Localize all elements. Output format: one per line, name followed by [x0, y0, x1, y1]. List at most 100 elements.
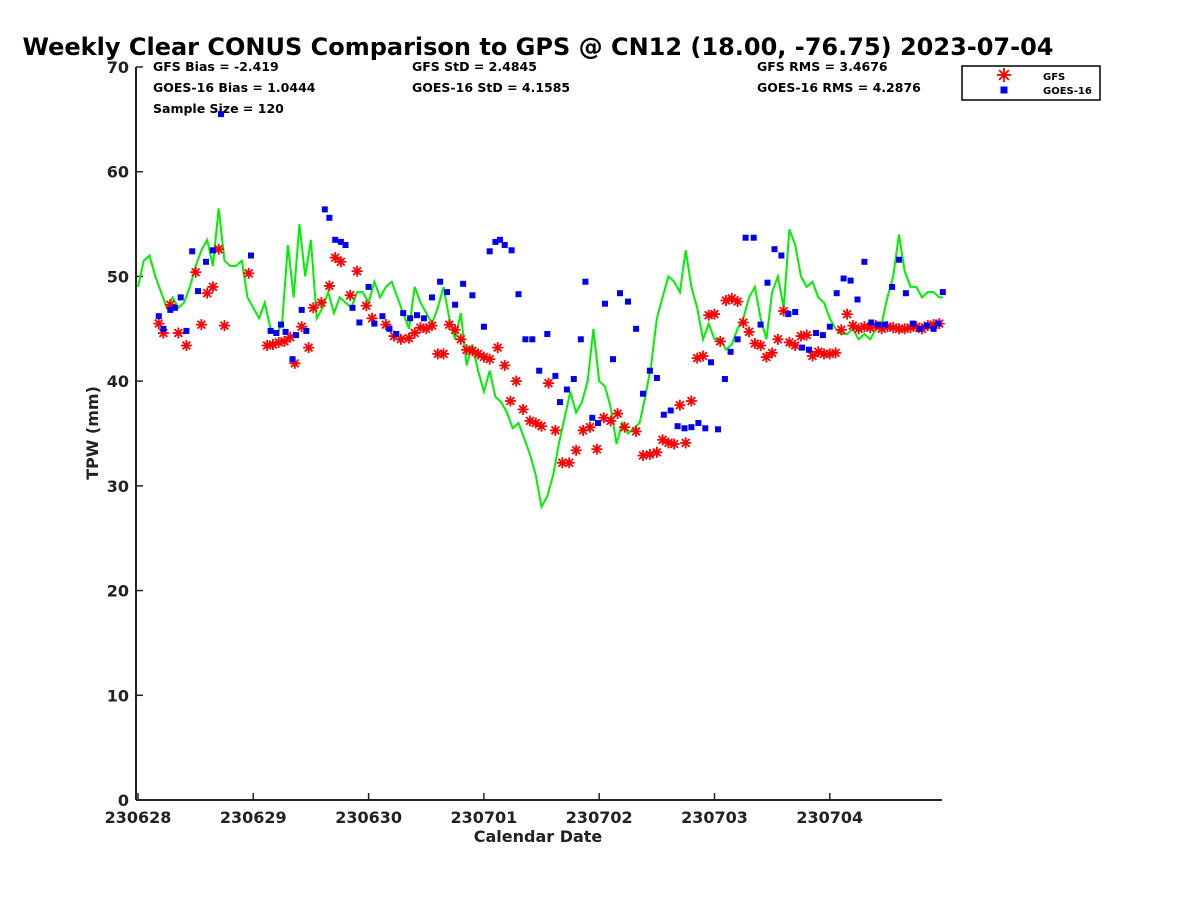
- x-tick-label: 230630: [335, 808, 402, 827]
- goes-point: [930, 325, 937, 332]
- stats-panel: GFS Bias = -2.419 GOES-16 Bias = 1.0444 …: [153, 59, 921, 116]
- gfs-point: [315, 297, 327, 309]
- goes-point: [660, 411, 667, 418]
- sample-size-stat: Sample Size = 120: [153, 101, 284, 116]
- gfs-point: [772, 333, 784, 345]
- gfs-point: [835, 324, 847, 336]
- goes-point: [896, 256, 902, 263]
- goes-point: [332, 236, 339, 243]
- goes-point: [727, 348, 734, 355]
- goes-point: [460, 280, 467, 287]
- gfs-point: [714, 335, 726, 347]
- gfs-point: [795, 330, 807, 342]
- goes-point: [826, 323, 833, 330]
- goes-point: [177, 294, 184, 301]
- goes-point: [267, 327, 274, 334]
- gfs-point: [766, 347, 778, 359]
- goes-point: [303, 327, 310, 334]
- gfs-point: [455, 333, 467, 345]
- goes-point: [602, 300, 608, 307]
- goes-point: [557, 399, 563, 406]
- goes-point: [218, 111, 224, 118]
- goes-point: [429, 294, 435, 301]
- gfs-point: [543, 377, 554, 389]
- goes-std-stat: GOES-16 StD = 4.1585: [412, 80, 570, 95]
- goes-point: [909, 320, 916, 327]
- goes-point: [407, 315, 414, 322]
- gfs-point: [195, 319, 207, 331]
- goes-point: [522, 336, 529, 343]
- x-axis-label: Calendar Date: [474, 827, 603, 846]
- goes-point: [480, 323, 487, 330]
- goes-point: [469, 292, 476, 299]
- y-tick-label: 70: [107, 58, 129, 77]
- goes-point: [444, 289, 450, 296]
- goes-point: [935, 320, 942, 327]
- gfs-point: [668, 438, 680, 450]
- y-axis-label: TPW (mm): [83, 386, 102, 480]
- gfs-point: [351, 265, 363, 277]
- goes-point: [625, 298, 631, 305]
- x-tick-label: 230702: [566, 808, 633, 827]
- goes-point: [393, 331, 400, 337]
- gfs-point: [563, 457, 575, 469]
- gfs-point: [278, 335, 290, 347]
- x-tick-label: 230704: [796, 808, 863, 827]
- goes-point: [293, 332, 299, 339]
- gfs-point: [219, 320, 230, 332]
- goes-point: [833, 290, 840, 297]
- gfs-point: [449, 324, 461, 336]
- gfs-point: [651, 446, 663, 458]
- goes-point: [902, 290, 909, 297]
- y-tick-label: 0: [118, 791, 129, 810]
- goes-point: [819, 332, 826, 339]
- goes-point: [414, 312, 420, 319]
- goes-point: [674, 423, 681, 430]
- legend-goes-label: GOES-16: [1043, 86, 1092, 97]
- goes-point: [923, 322, 930, 329]
- goes-point: [806, 346, 812, 353]
- goes-point: [868, 319, 875, 326]
- goes-point: [582, 278, 589, 285]
- goes-point: [764, 279, 771, 286]
- goes-point: [813, 330, 819, 336]
- goes-point: [371, 320, 378, 327]
- gfs-point: [612, 408, 624, 420]
- goes-point: [515, 291, 522, 298]
- x-tick-label: 230628: [105, 808, 172, 827]
- goes-point: [750, 234, 757, 241]
- gfs-point: [893, 323, 905, 335]
- goes-point: [778, 252, 785, 259]
- goes-point: [875, 321, 882, 328]
- gfs-point: [213, 243, 225, 255]
- gfs-point: [605, 415, 617, 427]
- goes-point: [356, 319, 363, 326]
- gfs-point: [630, 425, 642, 437]
- y-tick-label: 20: [107, 582, 129, 601]
- gfs-point: [307, 302, 319, 314]
- gfs-point: [536, 420, 547, 432]
- axes: 0 10 20 30 40 50 60 70 230628 230629 230630 230701 2…: [105, 58, 942, 827]
- gfs-point: [549, 424, 561, 436]
- goes-point: [452, 301, 459, 308]
- gfs-point: [426, 320, 438, 332]
- goes-point: [570, 376, 577, 382]
- goes-point: [854, 296, 861, 303]
- goes-point: [544, 331, 551, 337]
- goes-point: [785, 311, 792, 318]
- gfs-point: [697, 350, 709, 362]
- goes-point: [289, 356, 296, 363]
- legend-gfs-label: GFS: [1043, 72, 1065, 83]
- gfs-point: [737, 317, 749, 328]
- gfs-point: [172, 327, 184, 339]
- goes-point: [437, 278, 444, 285]
- goes-point: [757, 321, 764, 328]
- goes-point: [771, 246, 778, 253]
- gfs-point: [180, 340, 192, 351]
- goes-rms-stat: GOES-16 RMS = 4.2876: [757, 80, 921, 95]
- gfs-point: [303, 342, 315, 354]
- gfs-point: [807, 350, 818, 362]
- gfs-bias-stat: GFS Bias = -2.419: [153, 59, 279, 74]
- goes-point: [508, 247, 515, 254]
- goes-point: [563, 386, 570, 393]
